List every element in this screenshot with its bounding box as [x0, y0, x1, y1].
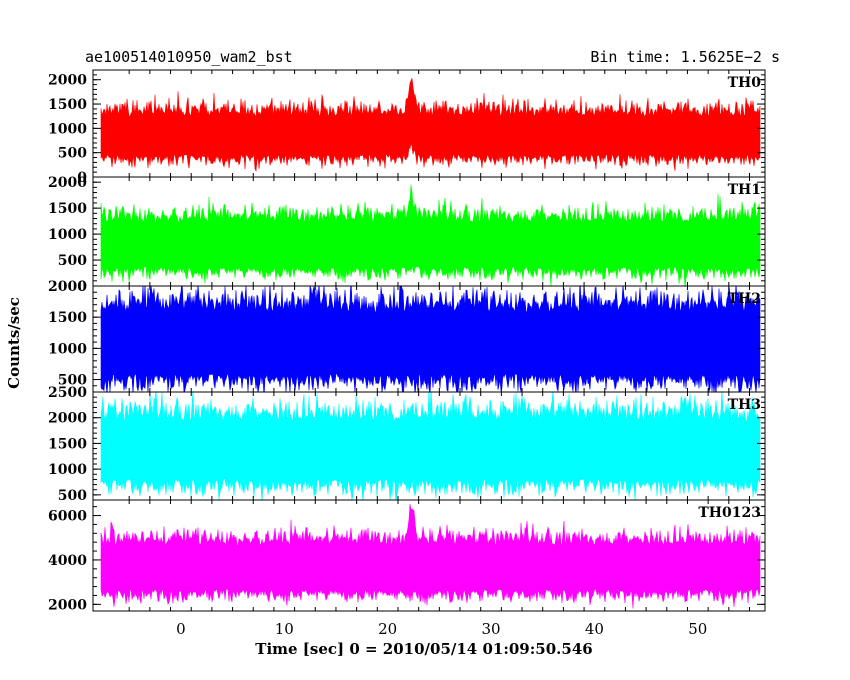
panel-frame: [92, 499, 766, 612]
y-tick-label: 4000: [48, 553, 87, 569]
panel-th3: 500 1000 1500 2000 2500 TH3: [48, 385, 766, 504]
x-tick-label: 50: [688, 620, 707, 638]
chart-title-left: ae100514010950_wam2_bst: [85, 48, 293, 66]
y-axis-label: Counts/sec: [5, 297, 23, 389]
x-axis: 0 10 20 30 40 50: [176, 620, 707, 638]
y-tick-label: 500: [58, 373, 87, 389]
y-tick-label: 0: [77, 279, 87, 295]
y-tick-label: 1000: [48, 462, 87, 478]
x-tick-label: 0: [176, 620, 186, 638]
x-tick-label: 40: [585, 620, 604, 638]
y-tick-label: 2000: [48, 411, 87, 427]
y-tick-label: 0: [77, 170, 87, 186]
panel-th2: 500 1000 1500 2000 TH2: [48, 279, 766, 393]
y-tick-label: 1000: [48, 341, 87, 357]
y-tick-label: 500: [58, 253, 87, 269]
y-tick-label: 6000: [48, 509, 87, 525]
y-tick-label: 2000: [48, 279, 87, 295]
y-tick-label: 1000: [48, 227, 87, 243]
y-tick-label: 1000: [48, 121, 87, 137]
series-th0123: [100, 503, 761, 609]
panel-name-label: TH1: [728, 182, 761, 198]
series-th2: [100, 286, 761, 392]
y-tick-label: 1500: [48, 310, 87, 326]
x-tick-label: 30: [481, 620, 500, 638]
panel-name-label: TH2: [728, 291, 761, 307]
y-tick-label: 500: [58, 146, 87, 162]
panel-th0: 0 500 1000 1500 2000 TH0: [48, 69, 766, 186]
panel-name-label: TH3: [728, 397, 761, 413]
x-axis-label: Time [sec] 0 = 2010/05/14 01:09:50.546: [255, 640, 592, 658]
panel-name-label: TH0123: [698, 505, 761, 521]
panel-th0123: 2000 4000 6000 TH0123: [48, 499, 766, 613]
y-tick-label: 2500: [48, 385, 87, 401]
y-tick-label: 2000: [48, 175, 87, 191]
y-tick-label: 500: [58, 488, 87, 504]
chart-title-right: Bin time: 1.5625E−2 s: [590, 48, 780, 66]
y-tick-label: 2000: [48, 597, 87, 613]
series-th1: [100, 184, 761, 286]
y-tick-label: 1500: [48, 97, 87, 113]
y-tick-label: 2000: [48, 73, 87, 89]
panel-name-label: TH0: [728, 75, 762, 91]
y-tick-label: 1500: [48, 201, 87, 217]
panels: 0 500 1000 1500 2000 TH0 0 500 1000 1500 2000 TH1 50…: [48, 69, 766, 613]
series-th0: [100, 78, 761, 173]
x-tick-label: 20: [378, 620, 397, 638]
x-tick-label: 10: [275, 620, 294, 638]
y-tick-label: 1500: [48, 436, 87, 452]
panel-th1: 0 500 1000 1500 2000 TH1: [48, 175, 766, 295]
series-th3: [100, 392, 761, 500]
